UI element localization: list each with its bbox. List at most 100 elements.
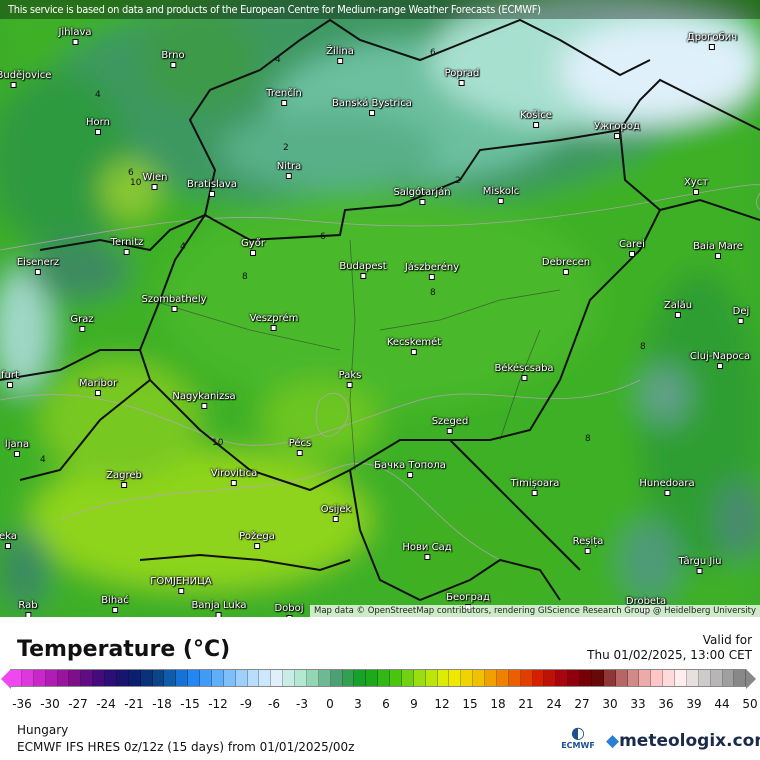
city-label: Wien [143, 172, 168, 190]
meteologix-logo[interactable]: ◆meteologix.com [606, 731, 760, 751]
colorbar-cell [235, 670, 248, 686]
colorbar-cell [437, 670, 450, 686]
legend-title: Temperature (°C) [17, 637, 231, 662]
city-label: Reșița [573, 536, 604, 554]
city-label: furt [1, 370, 19, 388]
colorbar-cell [69, 670, 82, 686]
colorbar [10, 669, 747, 687]
colorbar-cell [722, 670, 735, 686]
colorbar-cell [449, 670, 462, 686]
colorbar-cell [401, 670, 414, 686]
city-label: Bihać [101, 595, 129, 613]
colorbar-tick-label: -36 [12, 697, 32, 711]
colorbar-cell [508, 670, 521, 686]
colorbar-tick-label: -24 [96, 697, 116, 711]
city-label: Dej [733, 306, 750, 324]
city-label: Békéscsaba [494, 363, 553, 381]
city-label: Jászberény [405, 262, 459, 280]
city-label: Banská Bystrica [332, 98, 412, 116]
colorbar-cell [271, 670, 284, 686]
isotherm-label: 6 [430, 48, 436, 58]
colorbar-cell [710, 670, 723, 686]
colorbar-tick-label: 0 [326, 697, 334, 711]
colorbar-tick-label: 44 [714, 697, 730, 711]
colorbar-cell [81, 670, 94, 686]
city-label: Eisenerz [17, 257, 59, 275]
city-label: eka [0, 531, 17, 549]
colorbar-cell [663, 670, 675, 686]
city-label: Debrecen [542, 257, 590, 275]
colorbar-cell [211, 670, 224, 686]
colorbar-cell [259, 670, 272, 686]
isotherm-label: 4 [180, 242, 186, 252]
city-label: Osijek [321, 504, 352, 522]
city-label: Jihlava [58, 27, 91, 45]
colorbar-tick-label: 18 [490, 697, 506, 711]
colorbar-cell [33, 670, 46, 686]
colorbar-cell [425, 670, 438, 686]
colorbar-cell [200, 670, 212, 686]
colorbar-cell [295, 670, 307, 686]
colorbar-tick-label: 36 [658, 697, 674, 711]
city-label: Carei [619, 239, 645, 257]
city-label: Poprad [445, 68, 480, 86]
valid-time: Valid for Thu 01/02/2025, 13:00 CET [587, 633, 752, 663]
model-info: ECMWF IFS HRES 0z/12z (15 days) from 01/… [17, 740, 355, 754]
colorbar-cell [639, 670, 652, 686]
colorbar-ticks: -36 -30 -27 -24 -21 -18 -15 -12 -9 -6 -3 0 3 6 9 12 15 18… [0, 697, 760, 711]
city-label: Maribor [79, 378, 117, 396]
city-label: Rab [18, 600, 37, 617]
colorbar-cell [366, 670, 379, 686]
city-label: Žilina [326, 46, 354, 64]
isotherm-label: 4 [275, 55, 281, 65]
colorbar-tick-label: -15 [180, 697, 200, 711]
colorbar-tick-label: 24 [546, 697, 562, 711]
isotherm-label: 8 [640, 342, 646, 352]
colorbar-cell [223, 670, 236, 686]
city-label: ГОМЈЕНИЦА [150, 576, 211, 594]
colorbar-cell [10, 670, 22, 686]
colorbar-cell [152, 670, 165, 686]
drop-icon: ◆ [606, 731, 620, 751]
colorbar-tick-label: -6 [268, 697, 280, 711]
city-label: Kecskemét [387, 337, 441, 355]
colorbar-cell [128, 670, 141, 686]
colorbar-tick-label: 21 [518, 697, 534, 711]
colorbar-cell [247, 670, 260, 686]
map-attribution[interactable]: Map data © OpenStreetMap contributors, r… [310, 605, 760, 617]
city-label: Paks [339, 370, 362, 388]
colorbar-cell [532, 670, 545, 686]
city-label: Pécs [289, 438, 312, 456]
isotherm-label: 2 [283, 143, 289, 153]
city-label: Graz [70, 314, 93, 332]
colorbar-cell [188, 670, 200, 686]
colorbar-tick-label: -30 [40, 697, 60, 711]
meteologix-text: meteologix.com [619, 731, 760, 751]
colorbar-cell [164, 670, 177, 686]
colorbar-cell [354, 670, 367, 686]
colorbar-min-arrow [1, 669, 11, 689]
colorbar-tick-label: 12 [434, 697, 450, 711]
city-label: Brno [161, 50, 184, 68]
colorbar-cell [21, 670, 34, 686]
city-label: Дрогобич [687, 32, 737, 50]
colorbar-tick-label: 30 [602, 697, 618, 711]
valid-datetime: Thu 01/02/2025, 13:00 CET [587, 648, 752, 662]
colorbar-cell [698, 670, 711, 686]
ecmwf-logo: ◐ ECMWF [561, 723, 595, 751]
city-label: Banja Luka [192, 600, 247, 617]
colorbar-tick-label: 39 [686, 697, 702, 711]
colorbar-tick-label: 33 [630, 697, 646, 711]
colorbar-cell [627, 670, 640, 686]
colorbar-cell [496, 670, 509, 686]
city-label: Zalău [664, 300, 692, 318]
isotherm-label: 6 [128, 168, 134, 178]
valid-label: Valid for [702, 633, 752, 647]
city-label: Zagreb [106, 470, 142, 488]
colorbar-cell [568, 670, 580, 686]
city-label: Košice [520, 110, 552, 128]
city-label: Târgu Jiu [679, 556, 722, 574]
temperature-map[interactable]: This service is based on data and produc… [0, 0, 760, 617]
colorbar-cell [330, 670, 343, 686]
colorbar-tick-label: 6 [382, 697, 390, 711]
